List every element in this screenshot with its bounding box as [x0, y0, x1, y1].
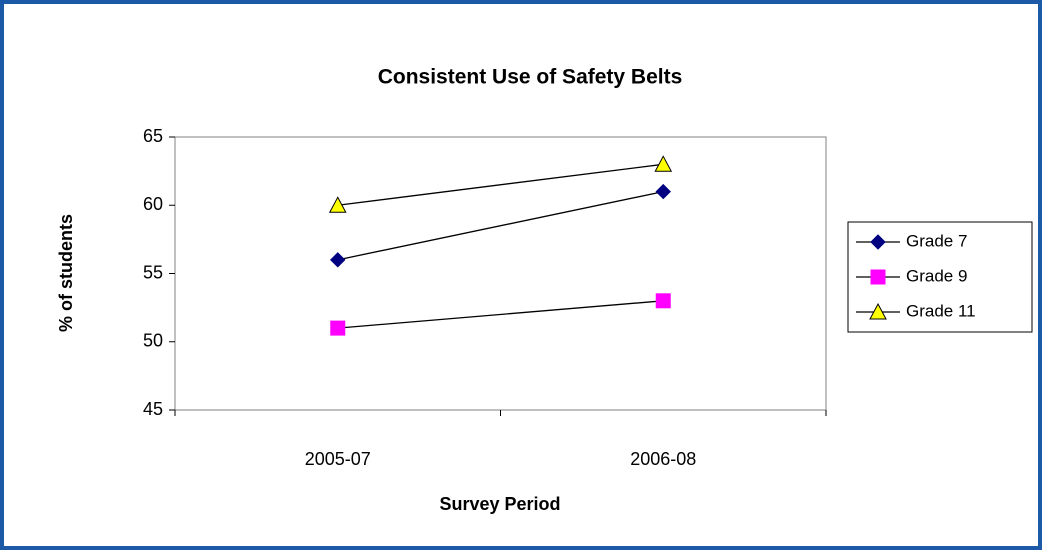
x-tick-label: 2006-08 — [630, 449, 696, 469]
x-tick-label: 2005-07 — [305, 449, 371, 469]
marker — [655, 183, 671, 200]
legend-label: Grade 11 — [906, 301, 976, 320]
marker — [330, 252, 346, 268]
series-line — [337, 163, 664, 206]
marker — [655, 293, 671, 309]
x-axis-label: Survey Period — [439, 494, 560, 514]
legend-marker — [870, 269, 886, 285]
legend-label: Grade 7 — [906, 231, 967, 250]
y-tick-label: 50 — [143, 331, 163, 351]
legend-marker — [869, 302, 887, 320]
y-tick-label: 60 — [143, 194, 163, 214]
series-line — [337, 300, 664, 329]
marker — [330, 320, 346, 336]
marker — [654, 155, 673, 172]
series-line — [337, 190, 664, 261]
marker — [328, 196, 347, 213]
y-axis-label: % of students — [56, 214, 76, 332]
chart-title: Consistent Use of Safety Belts — [378, 66, 683, 89]
y-tick-label: 55 — [143, 262, 163, 282]
y-tick-label: 45 — [143, 399, 163, 419]
legend-marker — [870, 234, 886, 250]
legend-label: Grade 9 — [906, 266, 967, 285]
y-tick-label: 65 — [143, 126, 163, 146]
